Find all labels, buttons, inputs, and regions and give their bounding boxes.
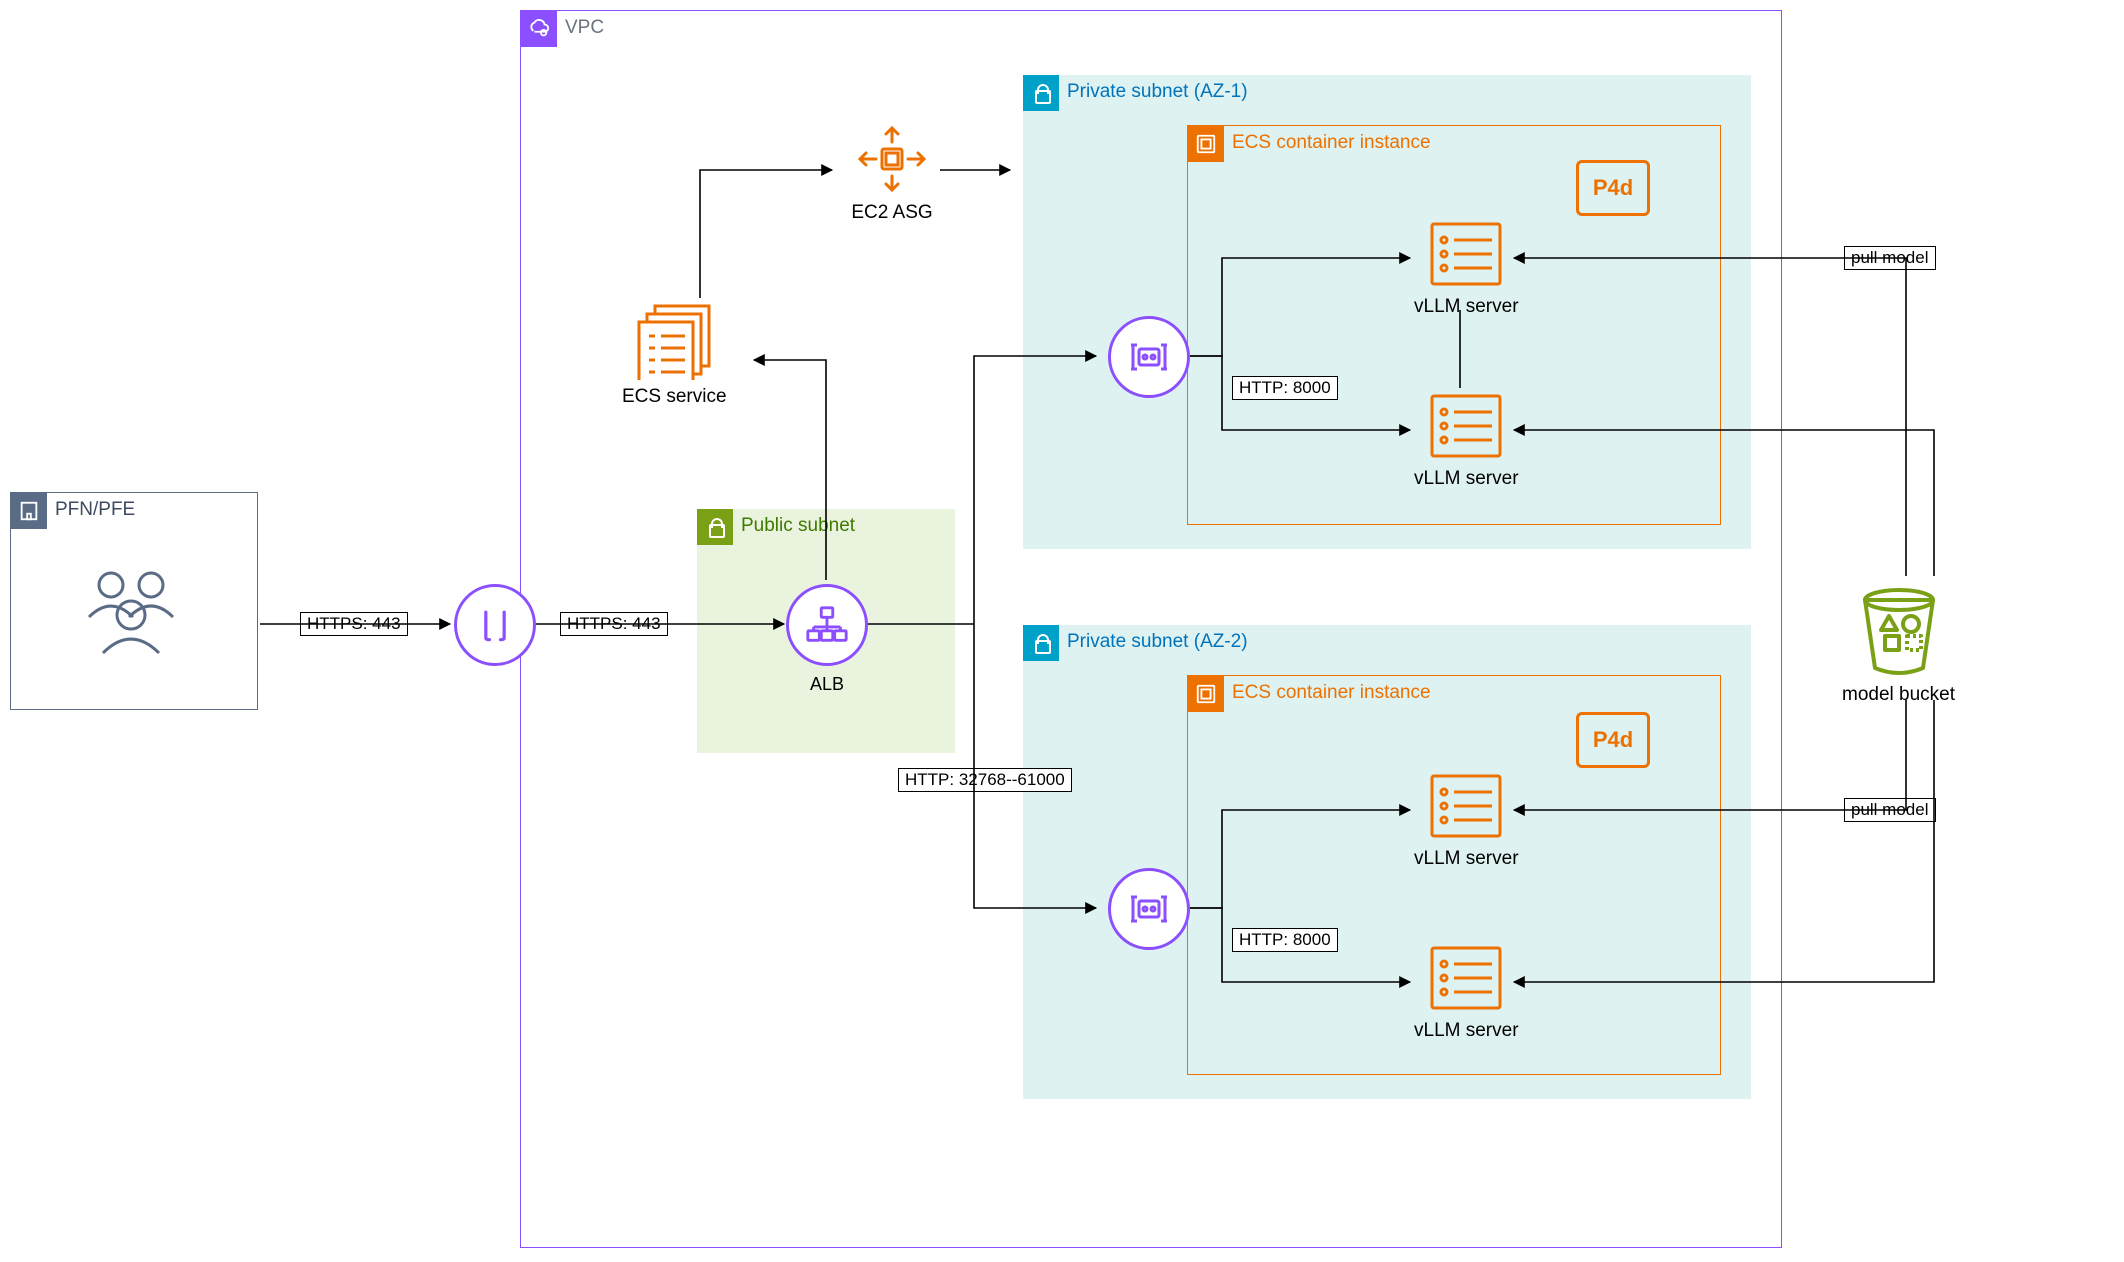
public-subnet-title: Public subnet: [741, 515, 855, 537]
private-subnet-az1: Private subnet (AZ-1) ECS container inst…: [1023, 75, 1751, 549]
alb-icon: [786, 584, 868, 666]
vllm-server-1b: vLLM server: [1414, 390, 1519, 490]
vllm-2a-label: vLLM server: [1414, 848, 1519, 870]
ecs-ci-1-title: ECS container instance: [1232, 132, 1431, 154]
bucket-label: model bucket: [1842, 684, 1955, 706]
ec2-asg-node: EC2 ASG: [848, 122, 936, 224]
container-instance-icon: [1188, 126, 1224, 162]
internet-gateway-icon: [454, 584, 536, 666]
vllm-1a-label: vLLM server: [1414, 296, 1519, 318]
vpc-icon: [521, 11, 557, 47]
ecs-ci-2-title: ECS container instance: [1232, 682, 1431, 704]
lock-icon: [1023, 75, 1059, 111]
p4d-2-label: P4d: [1593, 727, 1633, 753]
lock-icon: [1023, 625, 1059, 661]
edge-label-https-2: HTTPS: 443: [560, 612, 668, 636]
model-bucket: model bucket: [1842, 578, 1955, 706]
private-az1-title: Private subnet (AZ-1): [1067, 81, 1248, 103]
building-icon: [11, 493, 47, 529]
vllm-2b-label: vLLM server: [1414, 1020, 1519, 1042]
private-subnet-az2: Private subnet (AZ-2) ECS container inst…: [1023, 625, 1751, 1099]
edge-label-8000-az2: HTTP: 8000: [1232, 928, 1338, 952]
ec2-asg-label: EC2 ASG: [851, 202, 932, 224]
vllm-server-2b: vLLM server: [1414, 942, 1519, 1042]
p4d-chip-1: P4d: [1576, 160, 1650, 216]
users-icon: [71, 559, 191, 659]
vllm-server-1a: vLLM server: [1414, 218, 1519, 318]
vllm-1b-label: vLLM server: [1414, 468, 1519, 490]
architecture-diagram: PFN/PFE VPC Public subnet: [0, 0, 2124, 1262]
edge-label-pull-1: pull model: [1844, 246, 1936, 270]
pfn-title: PFN/PFE: [55, 499, 135, 521]
eni-icon-1: [1108, 316, 1190, 398]
p4d-chip-2: P4d: [1576, 712, 1650, 768]
container-instance-icon: [1188, 676, 1224, 712]
edge-label-ephemeral: HTTP: 32768--61000: [898, 768, 1072, 792]
lock-icon: [697, 509, 733, 545]
edge-label-8000-az1: HTTP: 8000: [1232, 376, 1338, 400]
edge-label-pull-2: pull model: [1844, 798, 1936, 822]
vllm-server-2a: vLLM server: [1414, 770, 1519, 870]
eni-icon-2: [1108, 868, 1190, 950]
p4d-1-label: P4d: [1593, 175, 1633, 201]
edge-label-https-1: HTTPS: 443: [300, 612, 408, 636]
alb-label: ALB: [810, 674, 844, 695]
vpc-title: VPC: [565, 17, 604, 39]
ecs-service-node: ECS service: [622, 296, 727, 408]
ecs-service-label: ECS service: [622, 386, 727, 408]
pfn-group: PFN/PFE: [10, 492, 258, 710]
private-az2-title: Private subnet (AZ-2): [1067, 631, 1248, 653]
